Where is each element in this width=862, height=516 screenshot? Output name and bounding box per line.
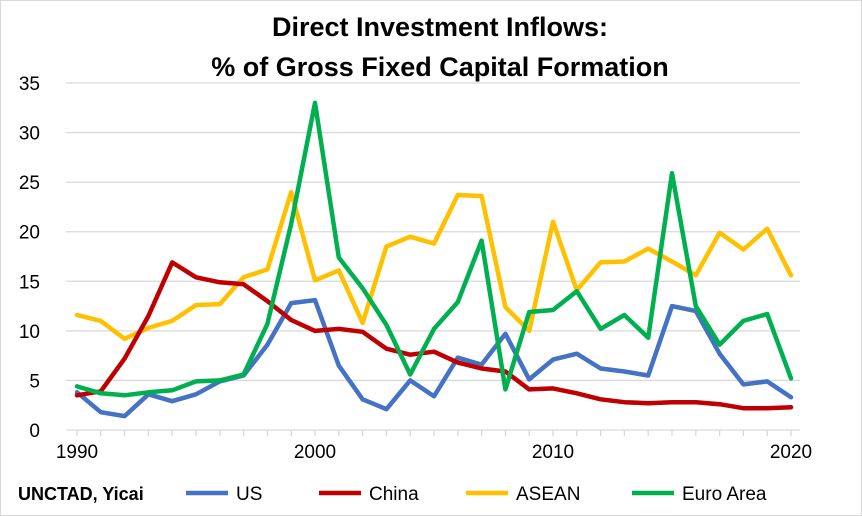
- y-tick-label: 0: [29, 421, 40, 442]
- y-tick-label: 5: [29, 371, 40, 392]
- x-tick-label: 2010: [532, 442, 574, 463]
- series-line-china: [74, 260, 794, 411]
- y-tick-label: 20: [19, 223, 40, 244]
- x-tick-label: 2000: [294, 442, 336, 463]
- legend-label: Euro Area: [682, 484, 767, 505]
- legend-label: US: [236, 484, 262, 505]
- chart-title-line-1: Direct Investment Inflows:: [272, 12, 608, 42]
- y-tick-label: 15: [19, 272, 40, 293]
- y-tick-label: 10: [19, 322, 40, 343]
- y-tick-label: 25: [19, 173, 40, 194]
- series-line-euro-area: [74, 100, 794, 398]
- series-line-us: [74, 297, 794, 419]
- chart-title-line-2: % of Gross Fixed Capital Formation: [211, 52, 669, 82]
- y-tick-label: 30: [19, 124, 40, 145]
- y-tick-label: 35: [19, 74, 40, 95]
- legend-label: ASEAN: [516, 484, 580, 505]
- legend-label: China: [369, 484, 419, 505]
- x-tick-label: 1990: [56, 442, 98, 463]
- source-label: UNCTAD, Yicai: [18, 484, 144, 504]
- series-line-asean: [74, 189, 794, 342]
- x-tick-label: 2020: [770, 442, 812, 463]
